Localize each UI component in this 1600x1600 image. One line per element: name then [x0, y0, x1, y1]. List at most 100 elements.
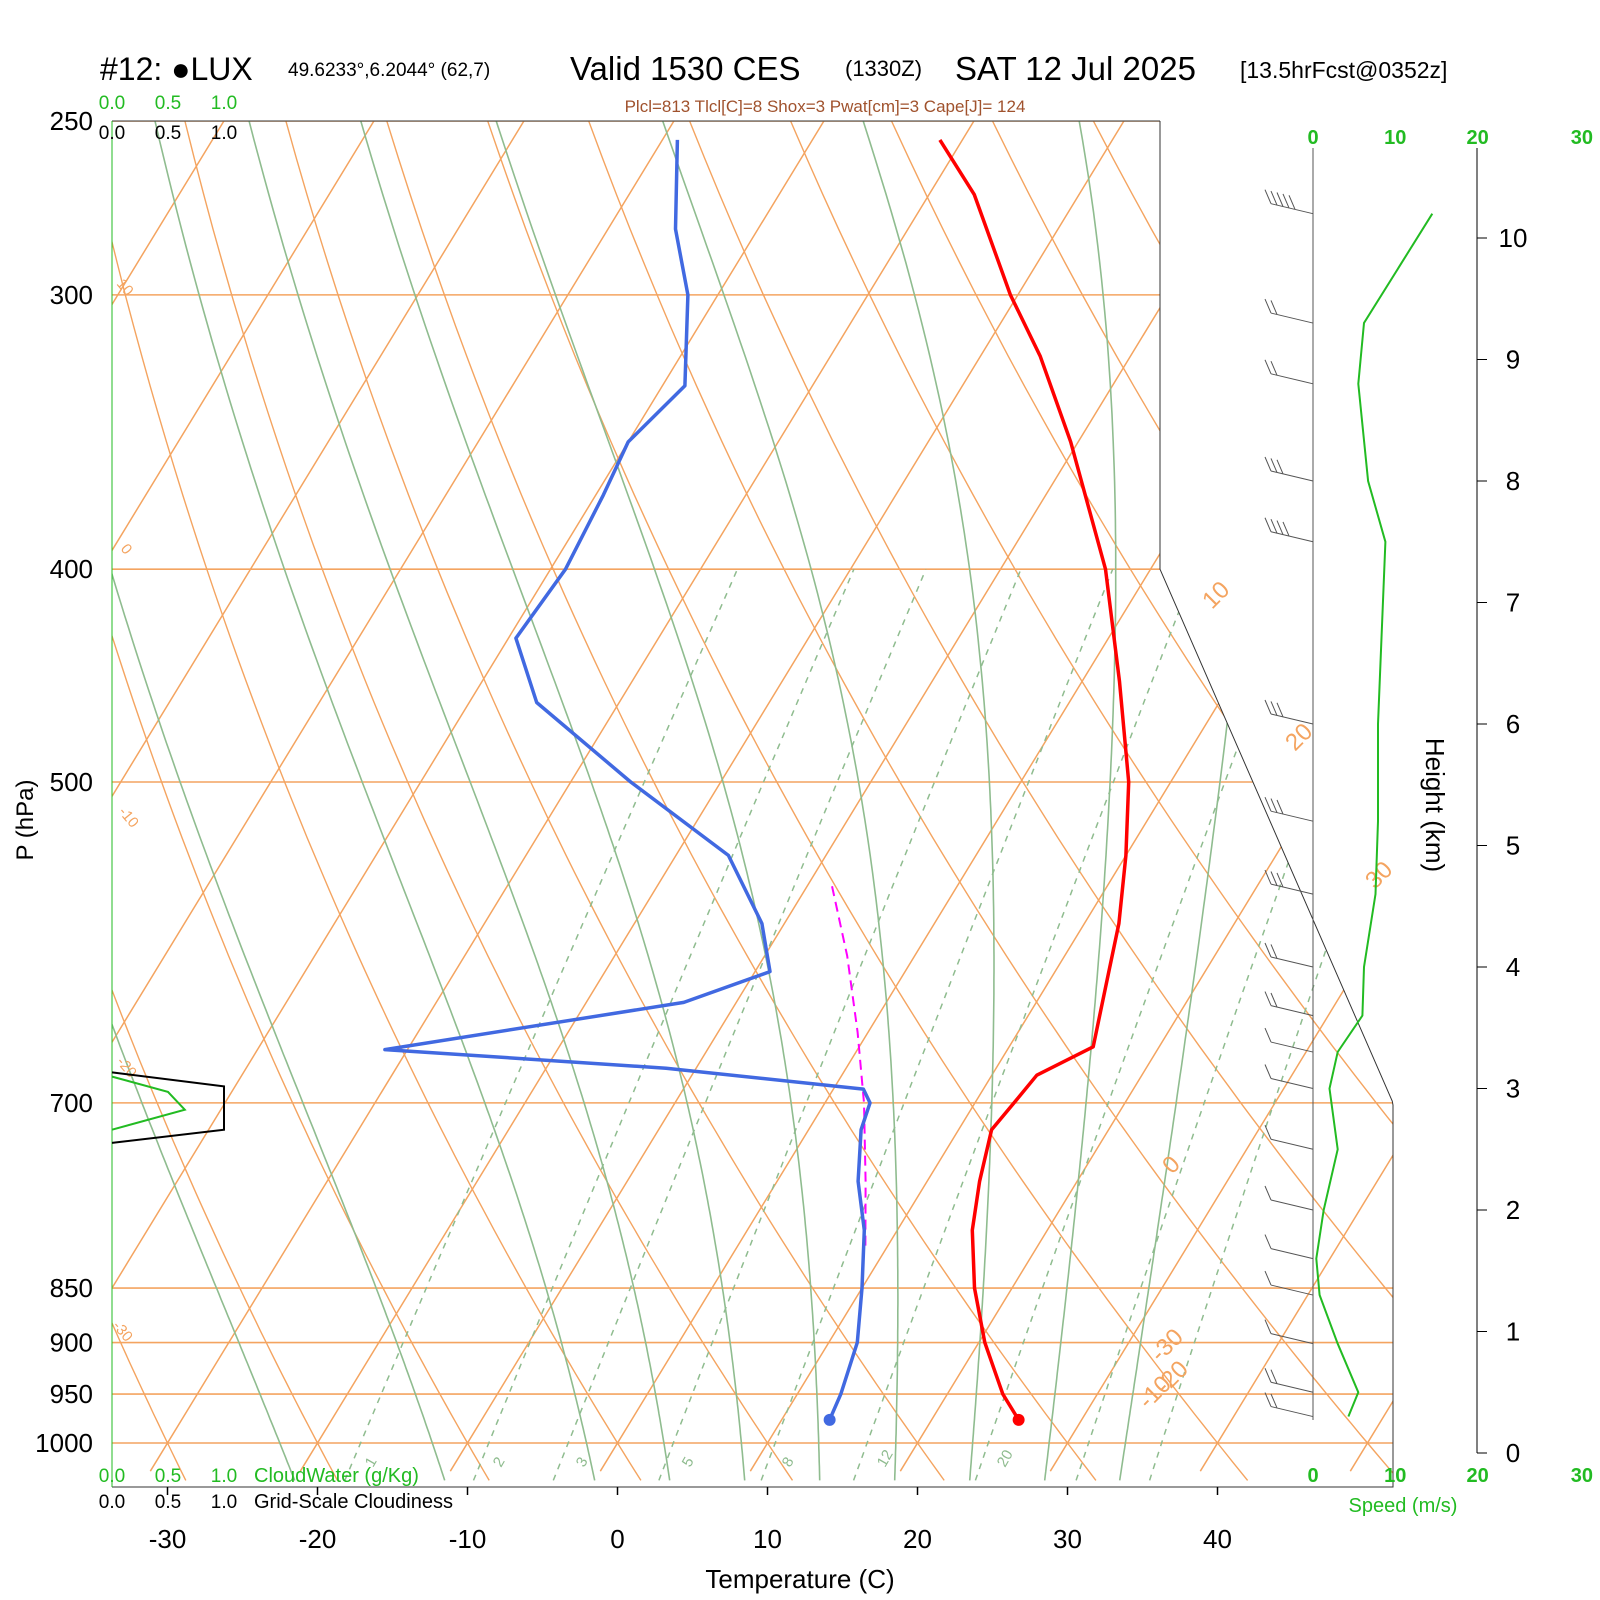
moist-adiabat-line: [112, 121, 296, 1481]
isotherm-line: [599, 121, 1393, 1472]
wind-barb: [1270, 531, 1314, 543]
wind-barb-flag: [1270, 871, 1278, 886]
dry-adiabat-line: [1348, 121, 1393, 1481]
isotherm-label: 30: [1360, 856, 1398, 894]
cloud-tick-label: 1.0: [211, 1492, 237, 1513]
isotherm-line: [112, 121, 549, 1472]
height-tick-label: 5: [1506, 831, 1520, 861]
height-tick-label: 7: [1506, 588, 1520, 618]
isotherm-line: [112, 121, 399, 1472]
isotherm-line: [1049, 121, 1393, 1472]
moist-adiabat-line: [112, 121, 446, 1481]
cloud-tick-label: 0.5: [155, 93, 181, 114]
wind-barb-flag: [1264, 1027, 1272, 1043]
isotherm-line: [299, 121, 1149, 1472]
station-coords: 49.6233°,6.2044° (62,7): [288, 60, 490, 81]
wind-barb: [1270, 203, 1314, 215]
isotherm-label: 0: [1157, 1151, 1186, 1180]
mixing-ratio-line: [852, 568, 1196, 1481]
pressure-tick-label: 300: [50, 280, 93, 310]
pressure-axis: 250 300 400 500 700 850 900 950 1000: [35, 106, 93, 1458]
wind-barb-flag: [1270, 361, 1278, 376]
isotherm-line: [1349, 121, 1393, 1472]
dewpoint-profile-line: [383, 139, 872, 1421]
valid-date: SAT 12 Jul 2025: [955, 50, 1196, 87]
wind-barb: [1270, 1199, 1314, 1211]
mixing-ratio-label: 20: [994, 1447, 1017, 1470]
wind-barb-flag: [1264, 1368, 1272, 1383]
valid-zulu: (1330Z): [845, 56, 922, 81]
wind-barb: [1270, 956, 1314, 968]
dry-adiabat-line: [362, 121, 1097, 1481]
wind-barb-flag: [1270, 190, 1278, 206]
wind-barb-flag: [1288, 195, 1296, 210]
wind-barb-flag: [1276, 459, 1284, 474]
pressure-tick-label: 900: [50, 1328, 93, 1358]
wind-barb-flag: [1264, 699, 1272, 715]
wind-barb-flag: [1264, 991, 1272, 1006]
speed-tick-label: 10: [1384, 127, 1406, 149]
mixing-ratio-label: 8: [779, 1454, 798, 1470]
cloud-tick-label: 0.5: [155, 123, 181, 144]
wind-barb-flag: [1264, 1392, 1272, 1407]
dry-adiabat-label: -10: [115, 804, 142, 832]
mixing-ratio-line: [1148, 568, 1393, 1481]
dry-adiabat-line: [112, 121, 642, 1481]
height-tick-label: 9: [1506, 345, 1520, 375]
temperature-tick-label: 30: [1053, 1524, 1082, 1554]
temperature-tick-label: 20: [903, 1524, 932, 1554]
wind-barb-flag: [1264, 797, 1272, 812]
y-axis-title: P (hPa): [12, 780, 39, 861]
height-axis: 0 1 2 3 4 5 6 7 8 9 10: [1476, 148, 1527, 1468]
cloud-tick-label: 0.5: [155, 1492, 181, 1513]
temperature-tick-label: -10: [449, 1524, 487, 1554]
svg-text:#12: ●LUX: #12: ●LUX: [100, 51, 253, 87]
speed-tick-label: 0: [1307, 127, 1318, 149]
wind-barb-flag: [1270, 992, 1278, 1008]
wind-barb: [1270, 1005, 1314, 1017]
parcel-path-line: [830, 881, 867, 1246]
mixing-ratio-line: [472, 568, 855, 1481]
station-id: #12:: [100, 51, 171, 87]
pressure-tick-label: 500: [50, 767, 93, 797]
isotherm-line: [112, 121, 849, 1472]
wind-barb-flag: [1276, 520, 1284, 535]
speed-axis-title: Speed (m/s): [1349, 1495, 1458, 1517]
wind-barb: [1270, 1078, 1314, 1089]
moist-adiabat-line: [145, 121, 596, 1481]
wind-barb: [1270, 1248, 1314, 1260]
wind-barb-flag: [1276, 799, 1284, 815]
wind-barb-flag: [1264, 189, 1272, 204]
height-tick-label: 1: [1506, 1317, 1520, 1347]
wind-barb: [1270, 312, 1314, 324]
wind-barb-flag: [1264, 1185, 1272, 1201]
dry-adiabat-line: [1448, 42, 1600, 1481]
cloudwater-axis-title: CloudWater (g/Kg): [254, 1465, 419, 1487]
thermo-grid: [112, 42, 1600, 1481]
wind-barbs: [1264, 189, 1314, 1418]
dry-adiabat-line: [855, 121, 1393, 1481]
wind-barb-flag: [1270, 701, 1278, 716]
mixing-ratio-line: [552, 568, 927, 1481]
wind-barb-flag: [1264, 517, 1272, 532]
speed-tick-label: 20: [1466, 1465, 1488, 1487]
dry-adiabat-line: [1546, 42, 1600, 1481]
dry-adiabat-line: [1151, 121, 1393, 1481]
wind-barb-flag: [1264, 1270, 1272, 1286]
cloud-tick-label: 0.5: [155, 1466, 181, 1487]
pressure-tick-label: 950: [50, 1379, 93, 1409]
cloud-water-line: [111, 1075, 187, 1131]
height-tick-label: 2: [1506, 1195, 1520, 1225]
station-name: LUX: [191, 51, 253, 87]
temperature-tick-label: 10: [753, 1524, 782, 1554]
cloud-tick-label: 0.0: [99, 1466, 125, 1487]
speed-tick-label: 30: [1571, 1465, 1593, 1487]
wind-barb: [1270, 1406, 1314, 1418]
isotherm-line: [1199, 121, 1393, 1472]
cloud-tick-label: 1.0: [211, 1466, 237, 1487]
pressure-tick-label: 1000: [35, 1428, 93, 1458]
